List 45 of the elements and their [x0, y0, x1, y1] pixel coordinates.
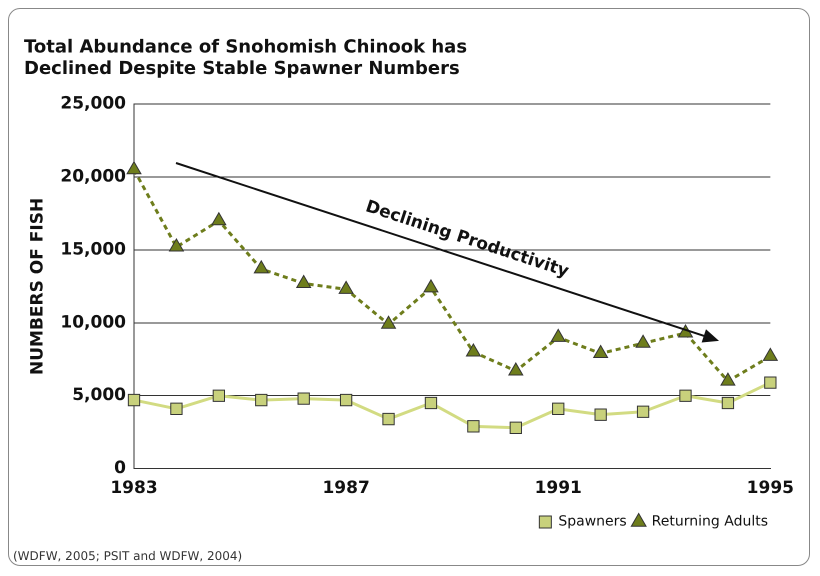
y-axis-title: NUMBERS OF FISH: [28, 198, 48, 375]
point: [466, 343, 481, 356]
point: [382, 412, 395, 426]
y-tick-label: 25,000: [60, 94, 126, 114]
point: [424, 279, 438, 292]
point: [212, 390, 226, 402]
point: [128, 394, 140, 406]
point: [593, 344, 608, 358]
point: [338, 280, 354, 294]
y-tick-label: 0: [114, 458, 126, 478]
point: [510, 422, 522, 434]
point: [552, 402, 564, 415]
point: [764, 376, 776, 389]
y-tick-label: 5,000: [72, 385, 126, 406]
point: [508, 362, 524, 376]
point: [340, 394, 352, 406]
point: [254, 260, 269, 274]
point: [679, 390, 692, 402]
point: [550, 328, 566, 342]
point: [296, 274, 312, 288]
y-tick-label: 10,000: [60, 312, 126, 332]
chart-title: Total Abundance of Snohomish Chinook has Declined Despite Stable Spawner Numbers: [24, 36, 468, 80]
point: [298, 392, 310, 405]
legend-label: Spawners: [558, 514, 627, 530]
text: (WDFW, 2005; PSIT and WDFW, 2004): [13, 549, 242, 563]
point: [211, 212, 226, 226]
point: [424, 396, 438, 410]
point: [720, 372, 736, 386]
point: [467, 420, 480, 432]
point: [762, 348, 778, 361]
y-tick-label: 20,000: [60, 166, 126, 186]
x-tick-label: 1991: [534, 478, 582, 498]
x-tick-label: 1983: [110, 478, 158, 498]
point: [636, 406, 650, 418]
point: [381, 316, 396, 329]
point: [170, 402, 183, 415]
point: [722, 396, 734, 410]
point: [168, 238, 184, 252]
x-tick-label: 1995: [746, 478, 794, 498]
point: [636, 334, 651, 348]
point: [255, 394, 268, 406]
y-tick-label: 15,000: [60, 239, 126, 260]
x-tick-label: 1987: [322, 478, 370, 498]
legend-label: Returning Adults: [652, 514, 768, 530]
point: [594, 408, 607, 421]
